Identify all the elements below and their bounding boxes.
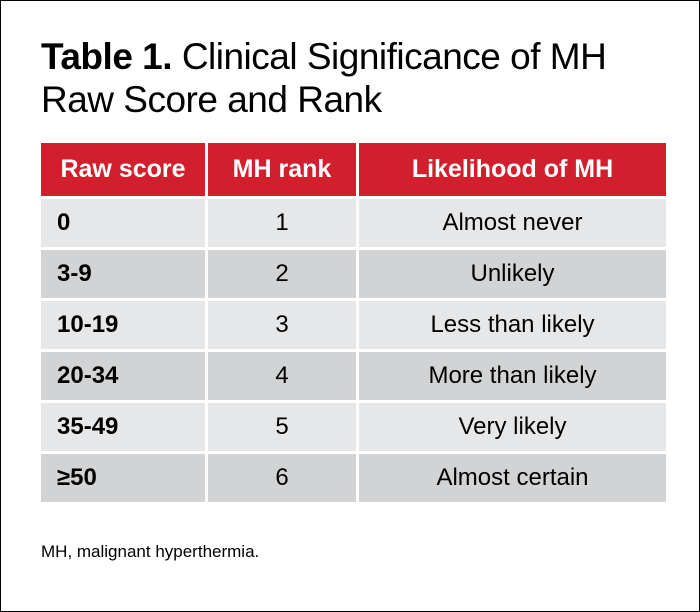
header-mh-rank: MH rank: [208, 143, 359, 199]
likelihood-cell: More than likely: [359, 352, 666, 403]
raw-score-cell: ≥50: [41, 454, 208, 505]
table-row: 35-49 5 Very likely: [41, 403, 666, 454]
mh-rank-cell: 5: [208, 403, 359, 454]
mh-rank-cell: 1: [208, 199, 359, 250]
table-footnote: MH, malignant hyperthermia.: [41, 542, 260, 561]
likelihood-cell: Unlikely: [359, 250, 666, 301]
mh-rank-cell: 6: [208, 454, 359, 505]
likelihood-cell: Almost certain: [359, 454, 666, 505]
table-row: 20-34 4 More than likely: [41, 352, 666, 403]
mh-rank-cell: 2: [208, 250, 359, 301]
raw-score-cell: 35-49: [41, 403, 208, 454]
header-likelihood: Likelihood of MH: [359, 143, 666, 199]
significance-table: Raw score MH rank Likelihood of MH 0 1 A…: [41, 143, 666, 505]
table-title: Table 1. Clinical Significance of MH Raw…: [41, 35, 671, 121]
table-row: 0 1 Almost never: [41, 199, 666, 250]
table-caption: Clinical Significance of MH Raw Score an…: [41, 36, 607, 120]
header-row: Raw score MH rank Likelihood of MH: [41, 143, 666, 199]
mh-rank-cell: 4: [208, 352, 359, 403]
raw-score-cell: 0: [41, 199, 208, 250]
table-row: ≥50 6 Almost certain: [41, 454, 666, 505]
mh-rank-cell: 3: [208, 301, 359, 352]
table-row: 10-19 3 Less than likely: [41, 301, 666, 352]
table-container: Raw score MH rank Likelihood of MH 0 1 A…: [41, 143, 666, 505]
table-number: Table 1.: [41, 36, 173, 77]
header-raw-score: Raw score: [41, 143, 208, 199]
likelihood-cell: Less than likely: [359, 301, 666, 352]
likelihood-cell: Almost never: [359, 199, 666, 250]
likelihood-cell: Very likely: [359, 403, 666, 454]
raw-score-cell: 10-19: [41, 301, 208, 352]
raw-score-cell: 3-9: [41, 250, 208, 301]
raw-score-cell: 20-34: [41, 352, 208, 403]
table-row: 3-9 2 Unlikely: [41, 250, 666, 301]
